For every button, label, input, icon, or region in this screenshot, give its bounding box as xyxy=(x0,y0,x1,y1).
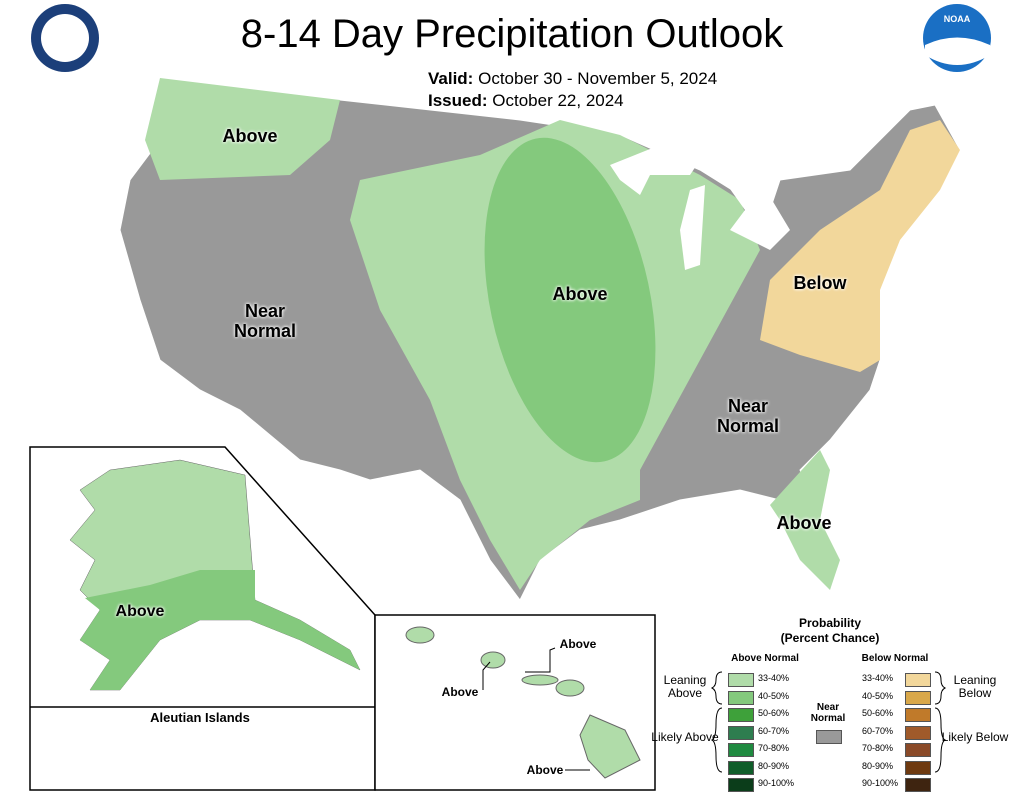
brace xyxy=(710,671,723,705)
hawaii-label: Above xyxy=(526,763,564,777)
region-label: Near Normal xyxy=(233,301,296,341)
legend-group: Likely Above xyxy=(651,730,719,744)
legend-range: 60-70% xyxy=(758,725,790,736)
legend-range: 33-40% xyxy=(758,673,790,683)
lake-huron-erie xyxy=(720,175,790,250)
legend-below-header: Below Normal xyxy=(861,653,929,664)
brace xyxy=(934,707,947,773)
legend-range: 33-40% xyxy=(862,673,894,683)
leader xyxy=(482,661,491,690)
valid: Valid: October 30 - November 5, 2024 xyxy=(428,69,718,89)
legend-group: Leaning Below xyxy=(953,673,997,701)
legend-range: 60-70% xyxy=(862,725,894,736)
legend-swatch xyxy=(728,725,754,740)
region-label: Near Normal xyxy=(716,396,779,436)
legend-swatch xyxy=(905,708,931,722)
legend-swatch xyxy=(905,760,931,775)
title: 8-14 Day Precipitation Outlook xyxy=(240,12,784,56)
noaa-text: NOAA xyxy=(944,14,971,24)
legend-range: 40-50% xyxy=(862,690,894,701)
great-lakes xyxy=(610,145,700,195)
alaska-above-40 xyxy=(80,570,360,690)
legend-subtitle: (Percent Chance) xyxy=(780,631,880,645)
region-label: Above xyxy=(776,513,832,533)
region-label: Above xyxy=(115,603,165,620)
region-label: Above xyxy=(552,284,608,304)
legend-range: 80-90% xyxy=(758,760,790,771)
region-above-central-40 xyxy=(484,137,656,463)
issued: Issued: October 22, 2024 xyxy=(428,91,624,111)
commerce-logo-inner xyxy=(41,14,89,62)
hawaii-island xyxy=(521,674,559,686)
legend-swatch xyxy=(905,778,931,792)
legend-swatch xyxy=(728,708,754,722)
brace xyxy=(710,707,723,773)
valid-value: October 30 - November 5, 2024 xyxy=(478,69,718,88)
legend-range: 90-100% xyxy=(758,778,795,788)
hawaii-island xyxy=(555,679,585,697)
legend-swatch xyxy=(905,743,931,757)
region-label: Below xyxy=(793,273,847,293)
region-below-ne xyxy=(760,120,960,372)
region-above-fl xyxy=(770,450,840,590)
legend-range: 40-50% xyxy=(758,690,790,701)
legend-swatch xyxy=(728,690,754,705)
lake-michigan xyxy=(680,185,705,270)
issued-label: Issued: xyxy=(428,91,488,110)
aleutian-label: Aleutian Islands xyxy=(150,710,250,725)
valid-label: Valid: xyxy=(428,69,474,88)
legend-swatch xyxy=(905,725,931,740)
legend-range: 90-100% xyxy=(862,778,899,788)
noaa-gull xyxy=(925,37,990,65)
legend-swatch xyxy=(905,690,931,705)
legend-range: 50-60% xyxy=(758,708,790,718)
hawaii-big-island xyxy=(579,714,641,779)
legend-swatch xyxy=(816,730,842,744)
legend-swatch xyxy=(905,673,931,687)
legend-swatch xyxy=(728,778,754,792)
region-above-nw xyxy=(145,78,340,180)
legend-swatch xyxy=(728,743,754,757)
region-label: Above xyxy=(222,126,278,146)
leader xyxy=(525,647,556,673)
legend-range: 70-80% xyxy=(862,743,894,753)
legend-range: 50-60% xyxy=(862,708,894,718)
issued-value: October 22, 2024 xyxy=(492,91,624,110)
legend-swatch xyxy=(728,760,754,775)
hawaii-island xyxy=(405,626,435,644)
legend-range: 80-90% xyxy=(862,760,894,771)
legend-near-label: Near Normal xyxy=(810,702,846,724)
legend-swatch xyxy=(728,673,754,687)
hawaii-label: Above xyxy=(559,637,597,651)
legend-group: Leaning Above xyxy=(663,673,707,701)
legend-title: Probability xyxy=(798,616,861,630)
legend-group: Likely Below xyxy=(941,730,1009,744)
legend-above-header: Above Normal xyxy=(731,653,799,664)
hawaii-island xyxy=(480,651,506,669)
hawaii-label: Above xyxy=(441,685,479,699)
brace xyxy=(934,671,947,705)
legend-range: 70-80% xyxy=(758,743,790,753)
